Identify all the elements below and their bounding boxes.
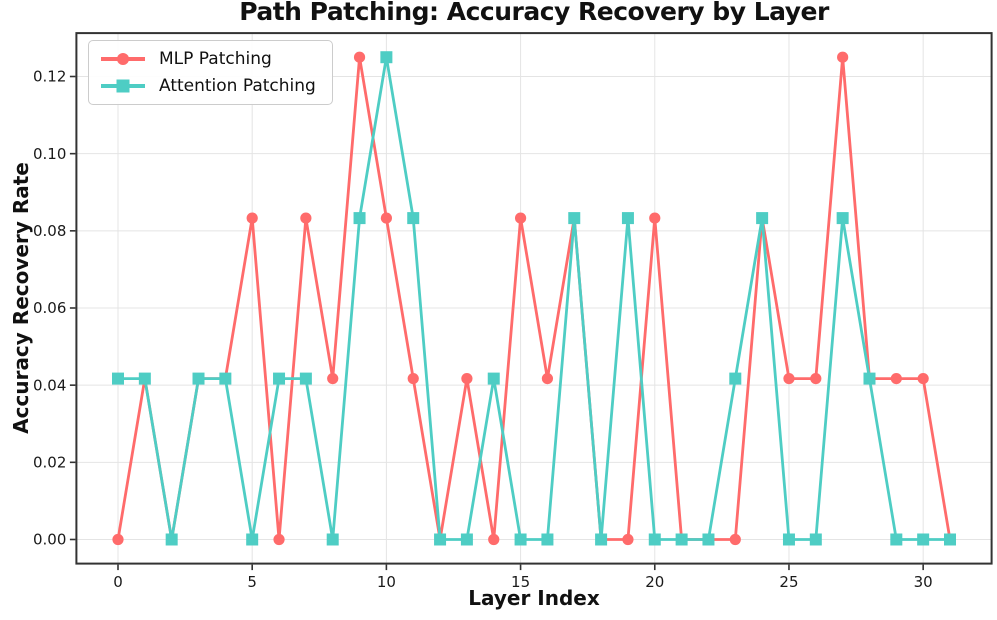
data-point <box>488 533 500 546</box>
data-point <box>621 212 634 225</box>
y-tick-label: 0.06 <box>33 299 66 317</box>
chart-title: Path Patching: Accuracy Recovery by Laye… <box>239 0 829 26</box>
data-point <box>944 533 956 546</box>
data-point <box>836 212 849 225</box>
y-tick-label: 0.12 <box>33 68 66 86</box>
data-point <box>138 372 151 385</box>
mlp-line-sample-icon <box>101 53 145 65</box>
data-point <box>782 533 795 546</box>
y-tick-label: 0.02 <box>33 454 66 472</box>
gridlines <box>76 33 992 564</box>
data-point <box>917 533 930 546</box>
y-tick-label: 0.08 <box>33 222 66 240</box>
series-attention <box>112 51 956 546</box>
data-point <box>460 533 473 546</box>
data-point <box>246 533 259 546</box>
legend-item-mlp: MLP Patching <box>101 49 316 69</box>
data-point <box>595 533 608 546</box>
x-tick-label: 30 <box>914 573 933 591</box>
legend: MLP Patching Attention Patching <box>88 40 333 105</box>
series-mlp <box>112 51 956 546</box>
data-point <box>273 533 285 546</box>
data-point <box>541 373 554 385</box>
data-point <box>675 533 688 546</box>
data-point <box>541 533 554 546</box>
data-point <box>353 51 366 63</box>
y-tick-label: 0.04 <box>33 376 66 394</box>
y-tick-label: 0.10 <box>33 145 66 163</box>
data-point <box>112 533 124 546</box>
data-point <box>380 212 392 224</box>
data-point <box>622 533 634 546</box>
data-point <box>353 212 366 225</box>
circle-marker-icon <box>117 53 129 65</box>
data-point <box>702 533 715 546</box>
data-point <box>890 373 902 385</box>
data-point <box>568 212 581 225</box>
data-point <box>219 372 232 385</box>
data-point <box>380 51 393 64</box>
data-point <box>649 212 661 224</box>
data-point <box>326 533 339 546</box>
data-point <box>756 212 769 225</box>
data-point <box>810 373 822 385</box>
data-point <box>729 372 742 385</box>
data-point <box>192 372 205 385</box>
data-point <box>514 212 527 224</box>
data-point <box>434 533 447 546</box>
x-tick-label: 20 <box>645 573 664 591</box>
legend-label-mlp: MLP Patching <box>159 49 272 69</box>
data-point <box>917 373 929 385</box>
data-point <box>514 533 527 546</box>
x-tick-label: 25 <box>779 573 798 591</box>
x-axis-label: Layer Index <box>468 586 600 610</box>
plot-border <box>75 32 993 565</box>
x-tick-label: 5 <box>247 573 257 591</box>
data-point <box>729 533 741 546</box>
data-point <box>273 372 286 385</box>
data-point <box>863 372 876 385</box>
data-point <box>407 212 420 225</box>
y-tick-label: 0.00 <box>33 531 66 549</box>
data-point <box>890 533 903 546</box>
data-point <box>246 212 258 224</box>
data-point <box>165 533 178 546</box>
data-point <box>300 212 312 224</box>
data-point <box>407 373 419 385</box>
data-point <box>461 373 473 385</box>
attention-line-sample-icon <box>101 79 145 93</box>
data-point <box>487 372 500 385</box>
legend-label-attention: Attention Patching <box>159 76 316 96</box>
legend-item-attention: Attention Patching <box>101 76 316 96</box>
data-point <box>783 373 795 385</box>
data-point <box>327 373 339 385</box>
data-point <box>809 533 822 546</box>
x-tick-label: 15 <box>511 573 530 591</box>
data-point <box>299 372 312 385</box>
x-tick-label: 0 <box>113 573 123 591</box>
data-point <box>648 533 661 546</box>
data-point <box>112 372 124 385</box>
square-marker-icon <box>116 79 130 93</box>
data-point <box>837 51 849 63</box>
x-tick-label: 10 <box>377 573 396 591</box>
